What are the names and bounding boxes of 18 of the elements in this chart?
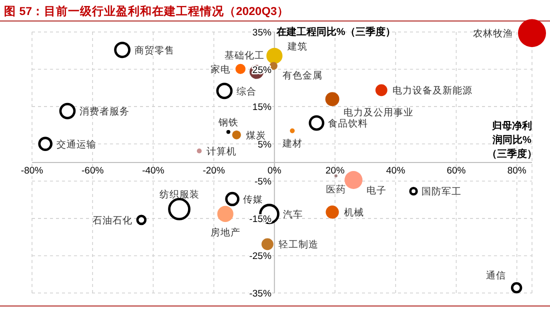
y-tick-label: -25% bbox=[249, 251, 272, 262]
x-tick-label: -80% bbox=[20, 166, 44, 176]
y-axis-title: 在建工程同比%（三季度） bbox=[275, 26, 396, 38]
y-tick-label: -5% bbox=[254, 176, 272, 188]
title: 图 57：目前一级行业盈利和在建工程情况（2020Q3） bbox=[4, 6, 289, 18]
x-tick-label: 0% bbox=[268, 166, 282, 176]
x-tick-label: -40% bbox=[142, 166, 165, 176]
y-tick-label: -35% bbox=[249, 288, 272, 300]
y-tick-label: 35% bbox=[252, 28, 272, 38]
x-tick-label: 60% bbox=[446, 166, 466, 176]
x-axis-title: 归母净利润同比%（三季度） bbox=[487, 120, 537, 160]
y-tick-label: 5% bbox=[258, 139, 272, 150]
x-tick-label: 20% bbox=[326, 166, 346, 176]
x-tick-label: 80% bbox=[507, 166, 527, 176]
x-tick-label: 40% bbox=[386, 166, 406, 176]
y-tick-label: 15% bbox=[252, 102, 272, 114]
x-tick-label: -20% bbox=[202, 166, 226, 176]
x-tick-label: -60% bbox=[82, 166, 104, 176]
